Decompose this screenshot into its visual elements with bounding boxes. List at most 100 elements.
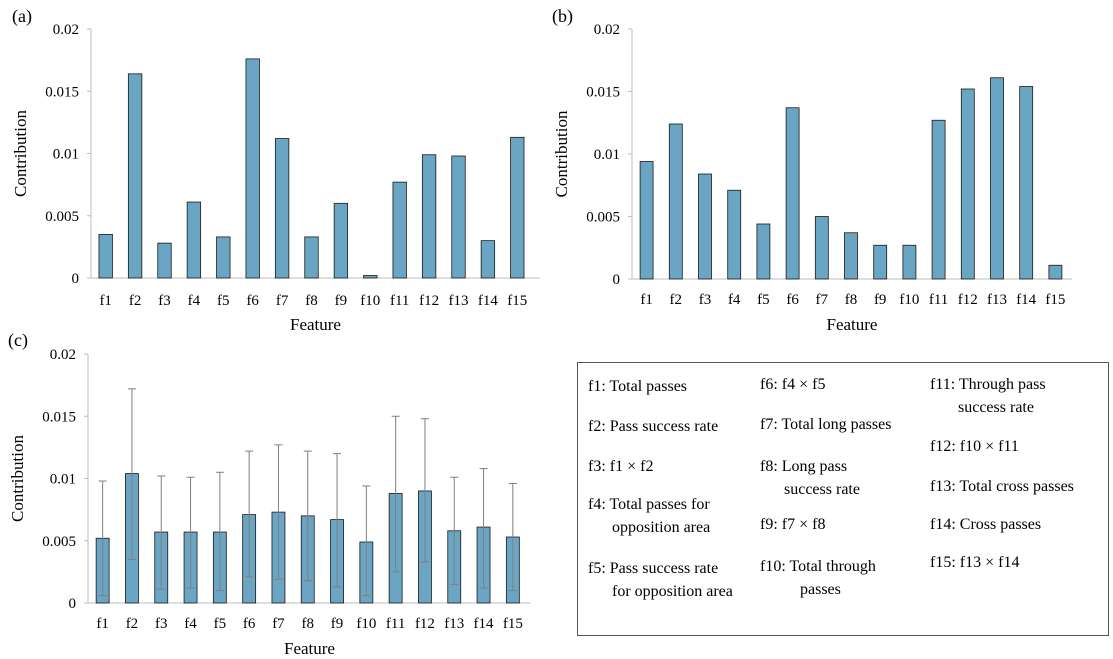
panel-2-y-axis-title: Contribution (552, 110, 571, 197)
panel-1-y-tick-label: 0.01 (53, 147, 79, 163)
panel-2-bar-f10 (902, 244, 917, 280)
panel-2-x-tick-label: f15 (1045, 292, 1065, 308)
panel-2-x-tick-label: f11 (929, 292, 948, 308)
panel-1-bar-f12 (421, 154, 437, 279)
panel-1-y-axis-title: Contribution (11, 110, 30, 197)
legend-f15: f15: f13 × f14 (930, 554, 1020, 571)
panel-2-x-tick-label: f14 (1016, 292, 1036, 308)
panel-2-bar-f7 (814, 216, 829, 280)
panel-1-x-tick-label: f13 (449, 293, 469, 309)
panel-3-x-tick-label: f1 (96, 616, 109, 632)
panel-3-y-tick-label: 0.005 (42, 534, 76, 550)
panel-3-y-tick-label: 0 (69, 596, 77, 612)
panel-3-x-tick-label: f4 (184, 616, 197, 632)
panel-2-x-tick-label: f3 (699, 292, 712, 308)
panel-3-x-tick-label: f2 (126, 616, 139, 632)
panel-3-x-tick-label: f9 (331, 616, 344, 632)
panel-3-label: (c) (8, 330, 28, 351)
panel-1-x-tick-label: f12 (419, 293, 439, 309)
panel-2-x-tick-label: f12 (958, 292, 978, 308)
panel-1-x-tick-label: f5 (217, 293, 230, 309)
panel-1-bar-f8 (304, 236, 319, 279)
panel-1-x-tick-label: f3 (158, 293, 171, 309)
panel-2-x-tick-label: f9 (874, 292, 887, 308)
legend-f11: f11: Through pass success rate (930, 376, 1046, 416)
panel-1-bar-f14 (480, 240, 496, 279)
panel-1-bar-f10 (363, 275, 378, 279)
panel-2-x-tick-label: f8 (845, 292, 858, 308)
panel-3-x-tick-label: f5 (214, 616, 227, 632)
panel-2-bar-f13 (990, 77, 1004, 280)
panel-1-bar-f13 (451, 155, 466, 279)
panel-1-x-axis-title: Feature (290, 315, 341, 334)
legend-f9: f9: f7 × f8 (760, 516, 826, 533)
panel-3-x-tick-label: f8 (302, 616, 315, 632)
legend-f6: f6: f4 × f5 (760, 376, 826, 393)
panel-2-y-tick-label: 0 (613, 272, 621, 288)
panel-3-y-tick-label: 0.01 (50, 472, 76, 488)
panel-3-x-tick-label: f13 (444, 616, 464, 632)
panel-1-x-tick-label: f10 (360, 293, 380, 309)
panel-3-y-tick-label: 0.015 (42, 409, 76, 425)
panel-2-y-tick-label: 0.015 (586, 85, 620, 101)
panel-2-bar-f12 (960, 88, 975, 280)
panel-1-x-tick-label: f7 (276, 293, 289, 309)
panel-2-x-tick-label: f7 (816, 292, 829, 308)
panel-2-x-tick-label: f5 (757, 292, 770, 308)
panel-2-bar-f11 (931, 119, 946, 280)
panel-1-bar-f11 (392, 181, 407, 279)
panel-2-bar-f9 (873, 244, 888, 280)
panel-1-bar-f4 (186, 201, 202, 279)
panel-3-x-tick-label: f6 (243, 616, 256, 632)
panel-1-y-tick-label: 0 (72, 271, 80, 287)
panel-1-y-tick-label: 0.005 (45, 209, 79, 225)
panel-3-x-tick-label: f11 (386, 616, 405, 632)
panel-2-x-tick-label: f6 (786, 292, 799, 308)
legend-f14: f14: Cross passes (930, 516, 1042, 533)
panel-2-bar-f4 (727, 189, 742, 280)
panel-1-bar-f15 (510, 136, 525, 279)
panel-2-bar-f6 (785, 107, 800, 280)
legend-f1: f1: Total passes (588, 378, 688, 395)
panel-1-x-tick-label: f15 (507, 293, 527, 309)
panel-1-bar-f9 (333, 202, 349, 279)
panel-3-y-axis-title: Contribution (8, 435, 27, 522)
panel-1-x-tick-label: f11 (390, 293, 409, 309)
legend-f7: f7: Total long passes (760, 416, 892, 433)
panel-1-x-tick-label: f2 (129, 293, 142, 309)
legend-f12: f12: f10 × f11 (930, 438, 1019, 455)
panel-1-bar-f6 (245, 58, 260, 279)
legend-f13: f13: Total cross passes (930, 478, 1074, 495)
panel-1-x-tick-label: f4 (188, 293, 201, 309)
panel-1-x-tick-label: f9 (335, 293, 348, 309)
panel-2-x-tick-label: f2 (670, 292, 683, 308)
panel-1-y-tick-label: 0.015 (45, 84, 79, 100)
panel-1-x-tick-label: f8 (305, 293, 318, 309)
legend-f2: f2: Pass success rate (588, 418, 719, 435)
panel-2-x-tick-label: f1 (640, 292, 653, 308)
panel-3-x-tick-label: f12 (415, 616, 435, 632)
panel-3-x-tick-label: f10 (356, 616, 376, 632)
panel-1-bar-f5 (216, 236, 231, 279)
panel-1-bar-f1 (98, 234, 113, 279)
panel-2-bar-f1 (639, 161, 654, 280)
panel-1-bar-f2 (127, 73, 143, 279)
panel-2-bar-f5 (756, 223, 771, 280)
panel-2-bar-f2 (668, 123, 683, 280)
panel-1-x-tick-label: f6 (246, 293, 259, 309)
panel-1-bar-f7 (274, 138, 290, 279)
panel-2-y-tick-label: 0.01 (594, 147, 620, 163)
panel-1-x-tick-label: f1 (99, 293, 112, 309)
panel-2-y-tick-label: 0.02 (594, 22, 620, 38)
feature-legend: f1: Total passes f2: Pass success rate f… (577, 362, 1109, 636)
panel-2-bar-f15 (1048, 264, 1063, 280)
panel-1-label: (a) (12, 6, 32, 27)
panel-2-label: (b) (552, 6, 573, 27)
panel-2-x-tick-label: f13 (987, 292, 1007, 308)
panel-2-x-axis-title: Feature (827, 315, 878, 334)
panel-3-x-tick-label: f7 (272, 616, 285, 632)
panel-1-x-tick-label: f14 (478, 293, 498, 309)
panel-2-bar-f8 (844, 232, 858, 280)
legend-f5: f5: Pass success rate for opposition area (588, 560, 733, 600)
